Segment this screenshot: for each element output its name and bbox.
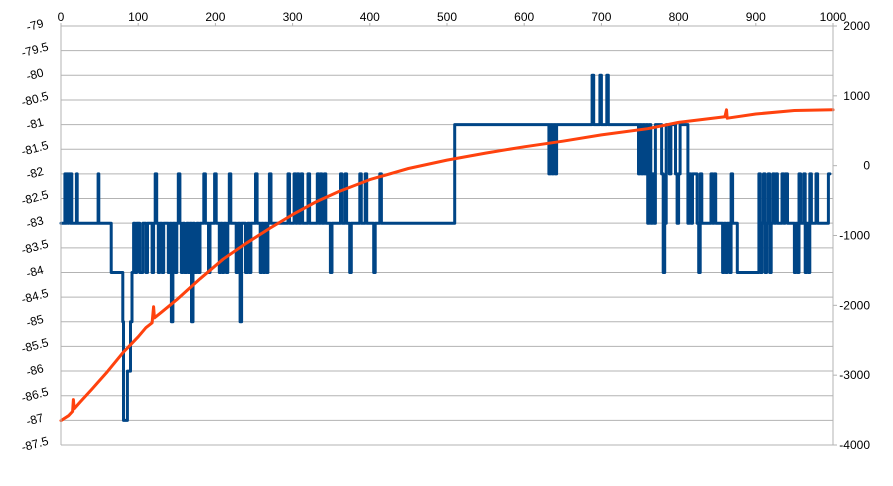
- y-left-tick-label: -80: [25, 65, 46, 83]
- y-left-tick-label: -86: [25, 361, 46, 379]
- y-right-tick-label: 2000: [843, 19, 870, 33]
- y-right-tick-label: 0: [863, 159, 870, 173]
- x-tick-label: 800: [669, 10, 689, 24]
- y-right-tick-label: 1000: [843, 89, 870, 103]
- x-tick-label: 500: [437, 10, 457, 24]
- y-left-tick-label: -87.5: [20, 434, 50, 455]
- series-line-left-axis: [59, 73, 832, 422]
- y-left-tick-label: -84.5: [20, 286, 50, 307]
- y-left-tick-label: -84: [25, 263, 46, 281]
- x-tick-label: 700: [591, 10, 611, 24]
- x-tick-label: 200: [205, 10, 225, 24]
- series-line-right-axis: [59, 108, 835, 423]
- x-tick-label: 1000: [820, 10, 847, 24]
- x-tick-label: 300: [283, 10, 303, 24]
- series-layer: [59, 73, 835, 423]
- y-right-tick-label: -2000: [839, 298, 870, 312]
- y-left-tick-label: -85: [25, 312, 46, 330]
- y-left-tick-label: -83.5: [20, 237, 50, 258]
- y-right-tick-label: -4000: [839, 438, 870, 452]
- y-left-tick-label: -79.5: [20, 39, 50, 60]
- y-left-tick-label: -86.5: [20, 384, 50, 405]
- y-left-tick-label: -80.5: [20, 89, 50, 110]
- y-left-tick-label: -83: [25, 213, 46, 231]
- y-left-tick-label: -87: [25, 410, 46, 428]
- x-tick-label: 0: [58, 10, 65, 24]
- axes: -79 -79.5 -80 -80.5 -81 -81.5 -82 -82.5 -83 -83.5…: [20, 10, 870, 454]
- y-right-tick-label: -3000: [839, 368, 870, 382]
- x-tick-label: 900: [746, 10, 766, 24]
- y-left-tick-label: -82.5: [20, 187, 50, 208]
- x-tick-label: 600: [514, 10, 534, 24]
- y-left-tick-label: -79: [25, 16, 46, 34]
- y-right-tick-label: -1000: [839, 229, 870, 243]
- y-left-tick-label: -81: [25, 115, 46, 133]
- x-tick-label: 400: [360, 10, 380, 24]
- x-tick-label: 100: [128, 10, 148, 24]
- y-left-tick-label: -85.5: [20, 335, 50, 356]
- y-left-tick-label: -81.5: [20, 138, 50, 159]
- y-left-tick-label: -82: [25, 164, 46, 182]
